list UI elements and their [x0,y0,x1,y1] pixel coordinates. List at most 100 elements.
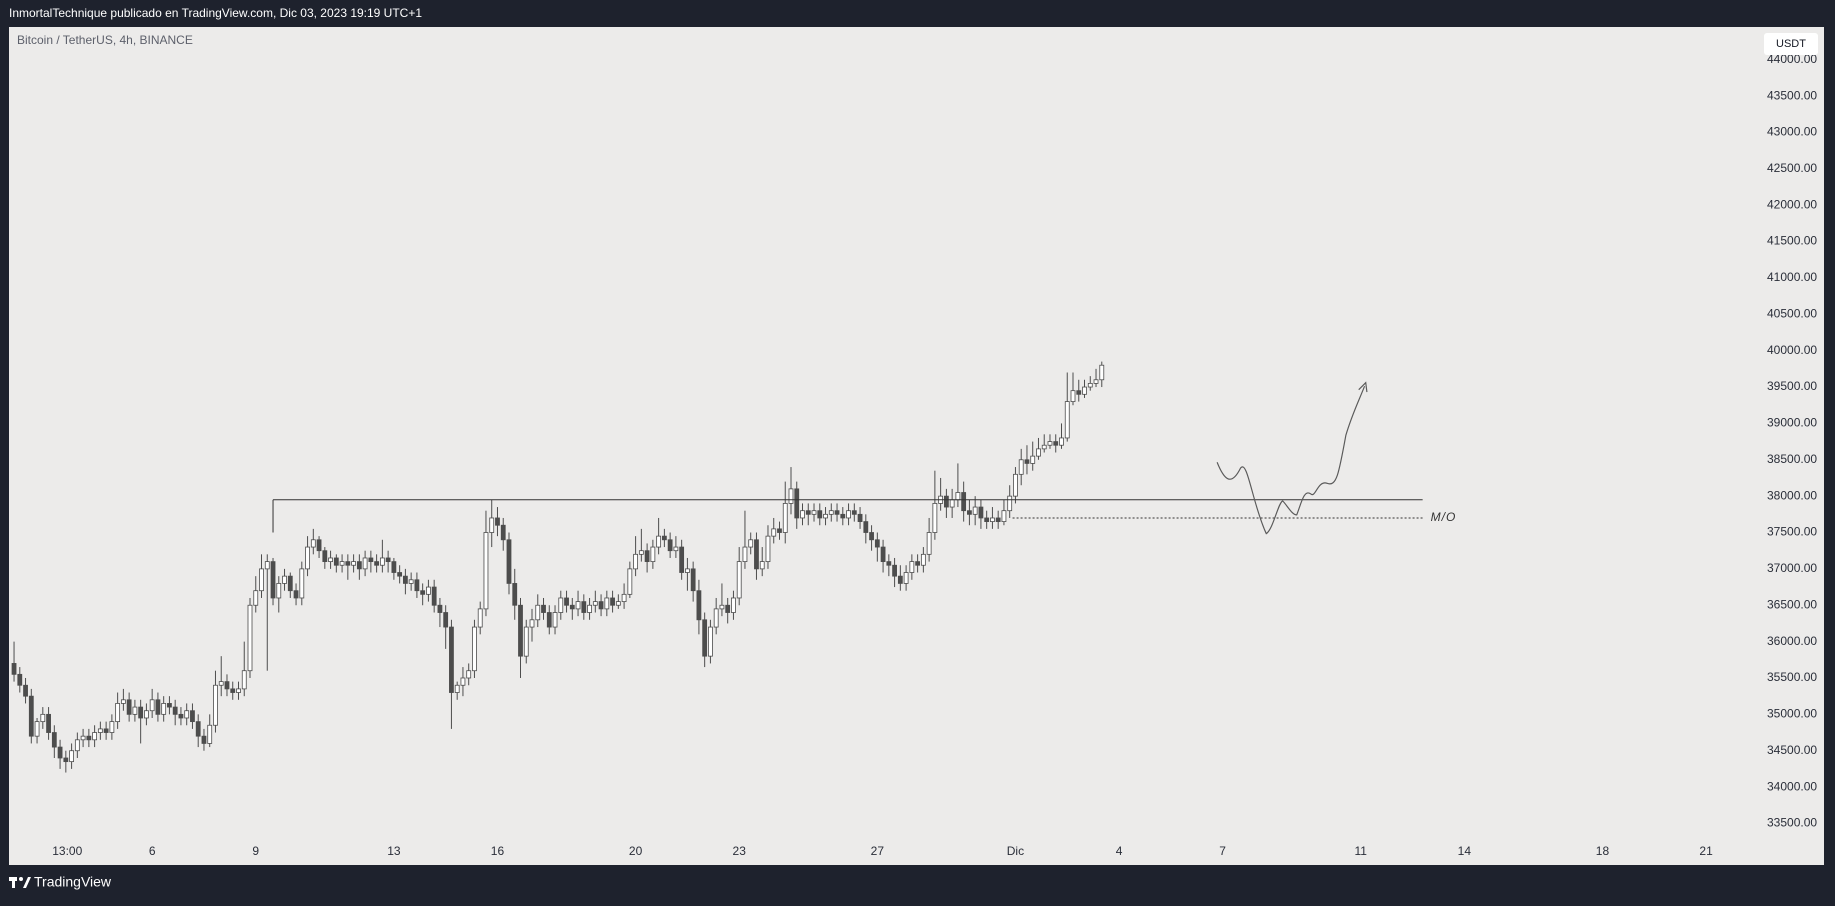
candle-body [1007,495,1013,512]
candle-body [506,539,512,584]
candle-body [69,750,74,763]
candle-body [909,561,915,573]
candle-body [575,601,581,610]
candle-body [230,688,236,693]
candle-body [1093,379,1099,384]
candle-body [276,583,282,599]
candle-body [552,612,558,628]
candle-body [869,532,874,541]
candle-body [345,561,351,566]
candle-body [874,539,880,548]
candle-body [892,564,897,577]
y-tick-label: 40500.00 [1767,306,1817,320]
candle-body [1087,383,1093,388]
candle-body [512,583,518,606]
candle-body [207,724,213,744]
y-tick-label: 33500.00 [1767,816,1817,830]
candle-body [920,553,926,566]
y-tick-label: 39500.00 [1767,379,1817,393]
candle-body [1082,386,1087,395]
candle-body [972,506,978,515]
candle-body [454,684,460,693]
y-tick-label: 35500.00 [1767,670,1817,684]
candle-body [788,488,794,504]
candle-body [144,710,149,719]
candle-body [846,510,851,519]
brand-name: TradingView [34,874,112,890]
x-tick-label: 14 [1458,844,1472,858]
candle-body [489,517,495,533]
candle-body [811,510,817,515]
candle-body [28,695,34,737]
candle-body [886,561,892,566]
candle-body [379,557,385,566]
candle-body [518,604,523,657]
candle-body [305,546,310,570]
candle-body [546,612,552,628]
candle-body [863,521,869,533]
y-tick-label: 41500.00 [1767,234,1817,248]
candle-body [316,539,322,552]
candle-body [11,663,17,675]
candle-body [857,513,863,523]
candle-body [299,568,305,599]
candle-body [310,539,316,548]
candle-body [1018,459,1024,475]
candle-body [391,561,397,573]
candle-body [293,590,299,599]
plot-layer: 33500.00 34000.00 34500.00 35000.00 35500.00… [11,52,1817,858]
candle-body [224,681,230,690]
y-tick-label: 38000.00 [1767,488,1817,502]
candle-body [1053,441,1059,446]
candle-body [661,535,667,541]
candle-body [333,557,339,566]
candle-body [109,721,115,733]
candle-body [535,604,541,621]
candle-body [23,684,28,697]
candle-body [1041,444,1047,450]
candle-body [558,597,564,613]
x-tick-label: Dic [1007,844,1024,858]
candle-body [638,550,644,555]
candle-body [408,579,414,584]
candle-body [765,535,771,563]
publisher-line: InmortalTechnique publicado en TradingVi… [9,6,422,20]
candle-body [1024,459,1030,464]
candle-body [949,499,955,508]
x-tick-label: 4 [1116,844,1123,858]
y-tick-label: 44000.00 [1767,52,1817,66]
candle-body [995,517,1001,523]
projection-arrow [1216,381,1368,535]
candle-body [817,510,823,519]
candle-body [667,539,673,552]
candle-body [213,684,218,726]
candle-body [696,590,702,621]
candle-body [581,601,587,613]
candle-body [282,575,287,584]
candle-body [201,735,207,744]
candle-body [328,557,333,563]
y-tick-label: 41000.00 [1767,270,1817,284]
candle-body [190,710,195,723]
candle-body [184,710,190,719]
candle-body [731,597,736,613]
candle-body [500,524,506,541]
candle-body [794,488,800,519]
candle-body [569,604,575,610]
candle-body [322,550,328,563]
candle-body [771,528,777,537]
candle-body [126,699,132,715]
candle-body [978,506,984,519]
candle-body [103,728,109,733]
candle-body [57,746,63,759]
candle-body [679,546,685,573]
chart-pane [9,27,1824,865]
candle-body [719,604,725,610]
y-tick-label: 37500.00 [1767,525,1817,539]
candle-body [880,546,886,563]
candle-body [449,626,454,693]
candle-body [564,597,569,606]
y-tick-label: 37000.00 [1767,561,1817,575]
candle-body [915,561,921,566]
currency-label: USDT [1776,38,1806,50]
